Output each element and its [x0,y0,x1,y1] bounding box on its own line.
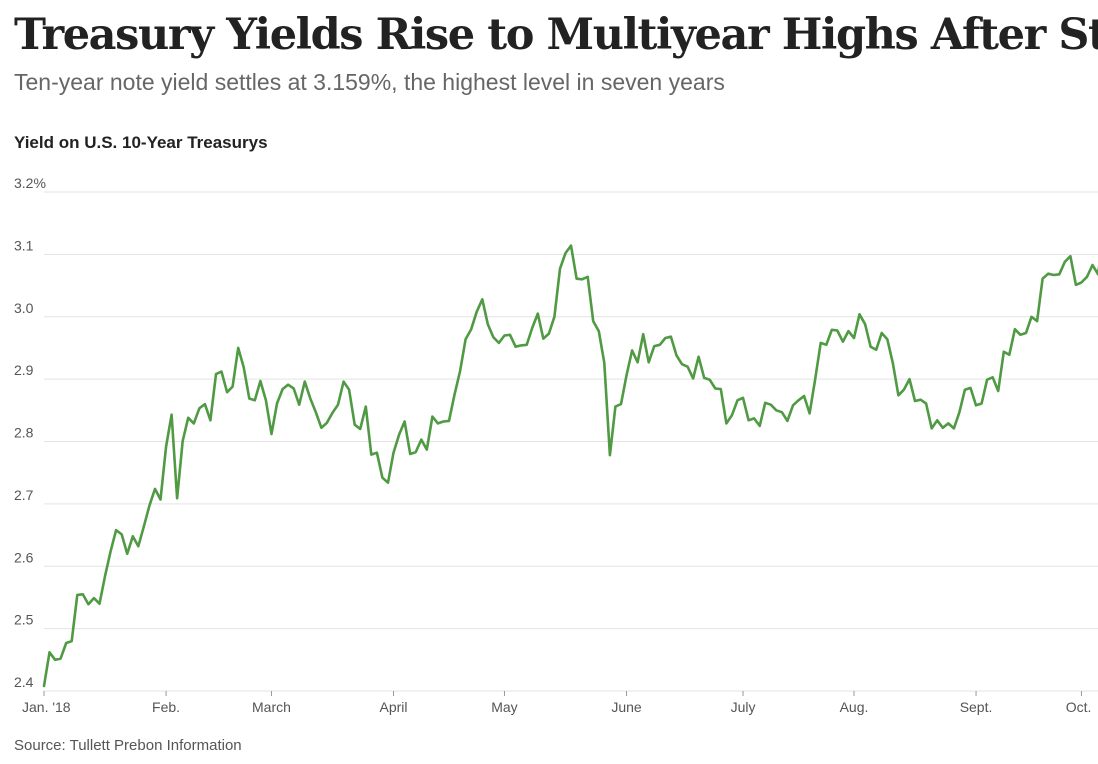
x-tick-label: April [380,699,408,715]
x-tick-label: Jan. '18 [22,699,71,715]
x-tick-label: Feb. [152,699,180,715]
y-tick-label: 2.9 [14,362,34,378]
y-tick-label: 2.7 [14,487,34,503]
subheadline: Ten-year note yield settles at 3.159%, t… [14,69,725,95]
x-tick-label: May [491,699,517,715]
gridlines [44,191,1098,692]
x-tick-label: June [611,699,642,715]
y-tick-label: 3.1 [14,237,34,253]
y-tick-label: 2.5 [14,612,34,628]
y-axis-tick-labels: 3.2% 3.1 3.0 2.9 2.8 2.7 2.6 2.5 2.4 [14,175,46,690]
y-tick-label: 2.4 [14,674,34,690]
x-tick-label: March [252,699,291,715]
y-tick-label: 2.8 [14,425,34,441]
source-note: Source: Tullett Prebon Information [14,737,242,754]
y-tick-label: 3.2% [14,175,46,191]
series-line-yield [42,244,1098,688]
x-axis-tick-labels: Jan. '18 Feb. March April May June July Aug. Sep… [22,691,1091,715]
x-tick-label: July [731,699,756,715]
y-tick-label: 2.6 [14,549,34,565]
x-tick-label: Sept. [960,699,993,715]
y-tick-label: 3.0 [14,300,34,316]
chart-title: Yield on U.S. 10-Year Treasurys [14,133,268,152]
series-layer [42,244,1098,688]
headline: Treasury Yields Rise to Multiyear Highs … [14,10,1098,60]
x-tick-label: Oct. [1066,699,1092,715]
x-tick-label: Aug. [840,699,869,715]
